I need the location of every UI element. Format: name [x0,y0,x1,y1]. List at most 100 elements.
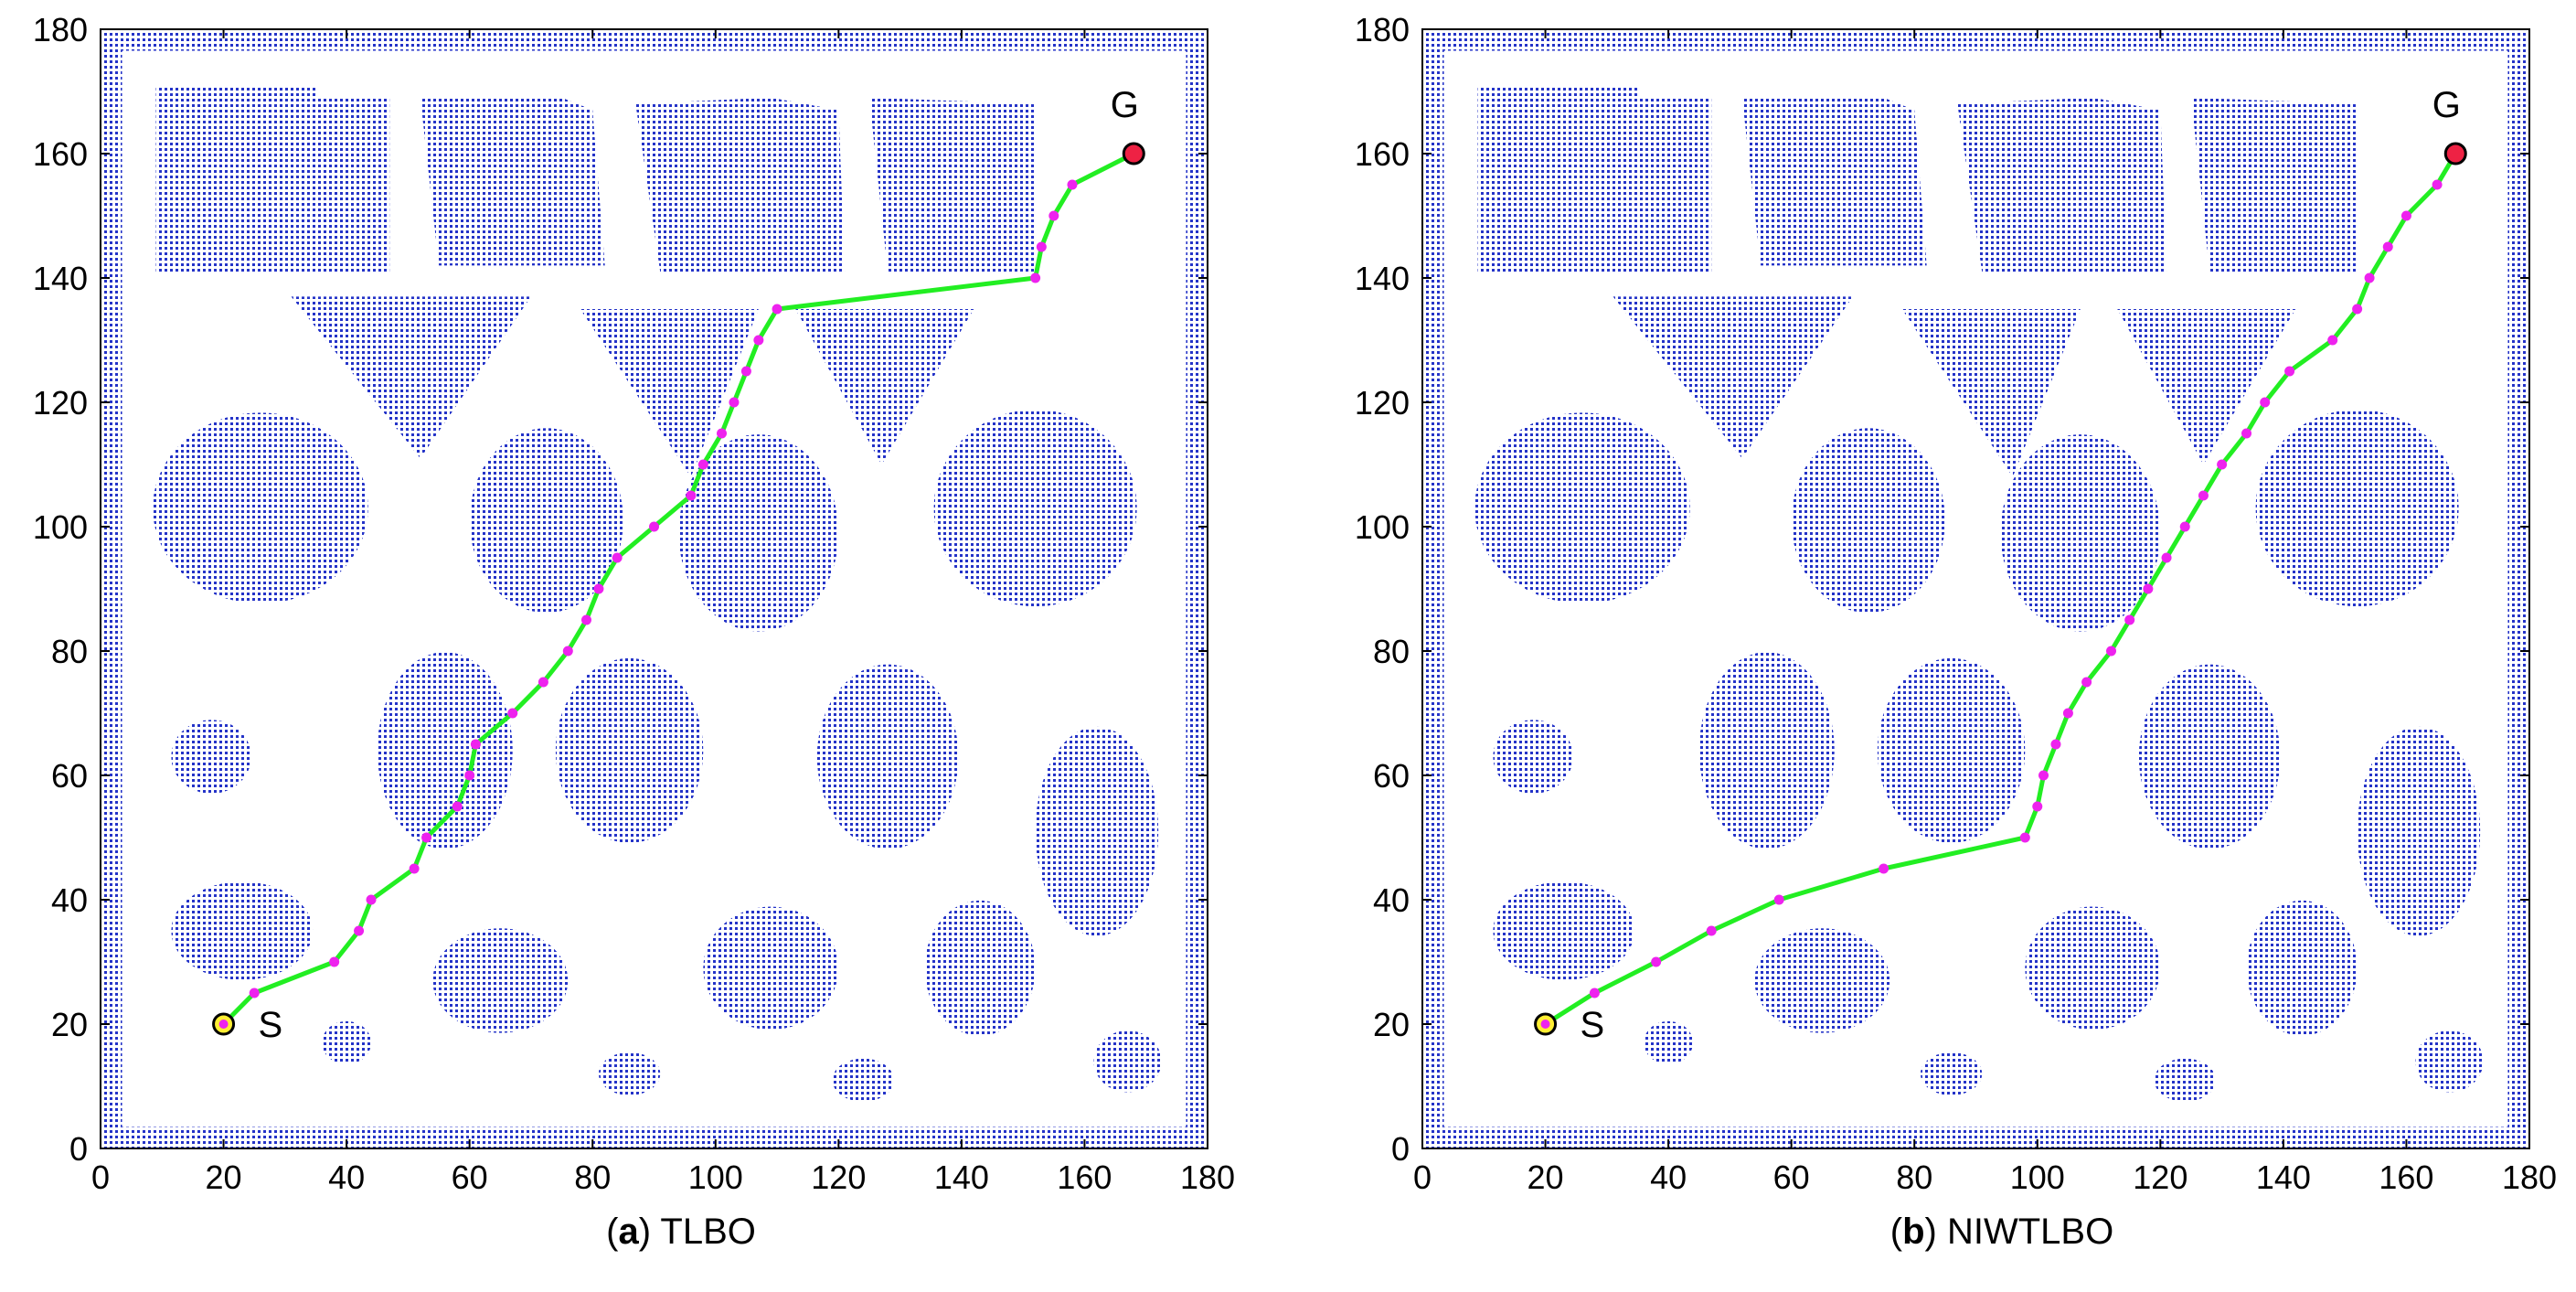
waypoint [697,459,708,470]
y-tick-label: 60 [51,757,88,795]
x-tick-label: 120 [811,1159,866,1196]
obstacle [555,657,704,843]
y-tick-label: 0 [1391,1130,1410,1168]
obstacle [598,1052,661,1095]
obstacle [678,434,839,632]
obstacle [2117,309,2296,464]
obstacle [1474,412,1690,603]
waypoint [2284,366,2295,377]
obstacle [924,900,1036,1036]
y-tick-label: 160 [33,135,88,173]
waypoint [1036,241,1047,252]
goal-marker [1122,142,1145,166]
obstacle [2138,664,2281,849]
obstacle [832,1058,894,1102]
start-label: S [259,1005,283,1045]
waypoint [2179,521,2190,532]
obstacle [1920,1052,1983,1095]
y-tick-label: 120 [1355,384,1410,422]
waypoint [649,521,659,532]
obstacle [171,720,251,794]
goal-marker [2443,142,2467,166]
waypoint [717,428,728,439]
waypoint [249,988,260,998]
waypoint [1651,956,1662,967]
obstacle [2246,900,2358,1036]
waypoint [753,335,764,346]
obstacle [1901,309,2081,477]
y-tick-label: 140 [1355,260,1410,297]
waypoint [1048,210,1059,221]
obstacle [2025,906,2161,1030]
x-tick-label: 180 [1180,1159,1235,1196]
x-tick-label: 160 [1057,1159,1112,1196]
waypoint [686,490,697,501]
waypoint [2032,801,2043,812]
waypoint [2432,179,2443,190]
y-tick-label: 180 [1355,11,1410,48]
y-tick-label: 160 [1355,135,1410,173]
obstacle [2190,97,2358,272]
waypoint [2050,739,2061,750]
obstacle [2255,409,2459,607]
x-tick-label: 100 [2010,1159,2065,1196]
waypoint [409,863,420,874]
start-center [218,1020,229,1029]
waypoint [452,801,463,812]
x-tick-label: 160 [2379,1159,2433,1196]
x-tick-label: 0 [1413,1159,1432,1196]
waypoint [354,925,365,936]
x-tick-label: 20 [206,1159,242,1196]
waypoint [421,832,432,843]
obstacle [1741,97,1927,266]
waypoint [366,894,377,905]
obstacle [1477,85,1712,272]
waypoint [2081,677,2092,688]
y-tick-label: 40 [1373,881,1410,919]
y-tick-label: 80 [1373,633,1410,670]
y-tick-label: 140 [33,260,88,297]
obstacle [933,409,1137,607]
obstacle [420,97,605,266]
caption-b-title: NIWTLBO [1946,1212,2114,1252]
waypoint [1067,179,1078,190]
goal-label: G [2432,85,2461,125]
waypoint [2106,646,2117,657]
waypoint [2382,241,2393,252]
obstacle [703,906,839,1030]
y-tick-label: 0 [69,1130,88,1168]
x-tick-label: 120 [2133,1159,2187,1196]
waypoint [562,646,573,657]
waypoint [2198,490,2209,501]
waypoint [2062,708,2073,719]
x-tick-label: 40 [328,1159,365,1196]
obstacle [171,881,314,980]
waypoint [2143,583,2154,594]
waypoint [1589,988,1600,998]
waypoint [1773,894,1784,905]
obstacle [1493,720,1573,794]
waypoint [2124,614,2135,625]
obstacle [2415,1030,2484,1093]
waypoint [2352,304,2363,315]
obstacle [1493,881,1635,980]
waypoint [2038,770,2049,781]
waypoint [2217,459,2228,470]
obstacle [322,1020,372,1064]
start-label: S [1581,1005,1605,1045]
waypoint [2241,428,2252,439]
y-tick-label: 120 [33,384,88,422]
obstacle [795,309,974,464]
waypoint [612,552,623,563]
x-tick-label: 60 [452,1159,488,1196]
waypoint [2019,832,2030,843]
y-tick-label: 100 [1355,508,1410,546]
waypoint [2260,397,2271,408]
waypoint [2327,335,2338,346]
waypoint [329,956,340,967]
caption-b: (b) NIWTLBO [1889,1212,2114,1252]
obstacle [1093,1030,1162,1093]
waypoint [2400,210,2411,221]
obstacle [1644,1020,1694,1064]
